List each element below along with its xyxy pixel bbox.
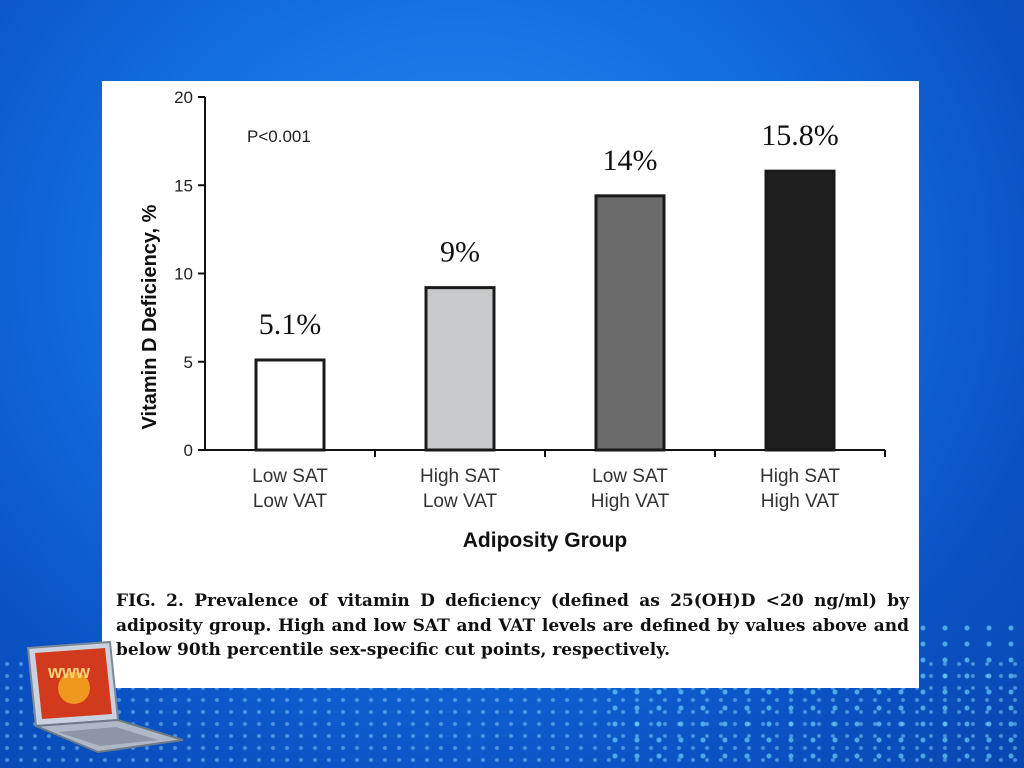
- x-tick-label: High VAT: [591, 491, 670, 512]
- data-label: 5.1%: [259, 308, 322, 341]
- bar: [424, 286, 496, 452]
- y-tick-label: 5: [184, 353, 193, 372]
- bar-chart: 0 5 10 15 20 5.1% Low SAT Low VAT 9% High SAT Low…: [139, 88, 886, 552]
- bar: [254, 358, 326, 452]
- bar: [764, 169, 836, 452]
- laptop-screen-text: www: [47, 662, 91, 682]
- x-tick-label: High SAT: [420, 466, 500, 487]
- laptop-icon: www: [26, 640, 184, 754]
- x-axis-title: Adiposity Group: [463, 529, 628, 552]
- x-tick-label: Low VAT: [253, 491, 328, 512]
- bar: [594, 194, 666, 452]
- y-tick-label: 20: [174, 88, 193, 107]
- x-tick-label: High VAT: [761, 491, 840, 512]
- x-tick-label: High SAT: [760, 466, 840, 487]
- data-label: 15.8%: [761, 119, 839, 152]
- figure-caption: FIG. 2. Prevalence of vitamin D deficien…: [116, 591, 909, 660]
- chart-bars: [254, 169, 836, 452]
- x-tick-label: Low VAT: [423, 491, 498, 512]
- x-tick-label: Low SAT: [592, 466, 668, 487]
- y-tick-label: 0: [184, 441, 193, 460]
- p-value-annotation: P<0.001: [247, 127, 311, 146]
- y-axis-title: Vitamin D Deficiency, %: [139, 204, 161, 429]
- figure-panel: 0 5 10 15 20 5.1% Low SAT Low VAT 9% High SAT Low…: [102, 81, 919, 688]
- y-tick-label: 10: [174, 265, 193, 284]
- chart-labels: 5.1% Low SAT Low VAT 9% High SAT Low VAT 14% Lo…: [252, 119, 840, 512]
- data-label: 14%: [603, 144, 658, 177]
- data-label: 9%: [440, 236, 480, 269]
- y-tick-label: 15: [174, 176, 193, 195]
- x-tick-label: Low SAT: [252, 466, 328, 487]
